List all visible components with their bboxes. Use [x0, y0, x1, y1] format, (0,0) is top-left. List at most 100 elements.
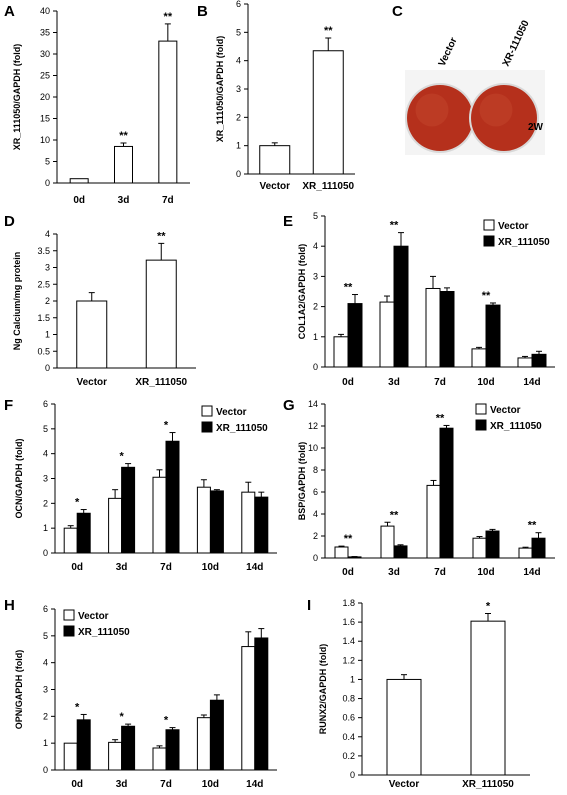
bar — [158, 40, 178, 184]
x-tick-label: 14d — [246, 779, 263, 790]
legend-label: XR_111050 — [498, 237, 550, 248]
significance-mark: * — [164, 715, 169, 727]
significance-mark: ** — [482, 290, 491, 302]
significance-mark: * — [75, 701, 80, 713]
y-tick-label: 2.5 — [37, 279, 50, 289]
y-axis-label: OCN/GAPDH (fold) — [14, 439, 24, 519]
y-tick-label: 1 — [43, 738, 48, 748]
bar — [531, 353, 547, 368]
panel-e: E 0 1 2 3 4 5 COL1A2/GAPDH (fold) 0d ** 3d ** 7d 10d *… — [283, 211, 555, 388]
y-tick-label: 0.2 — [342, 751, 355, 761]
bar — [209, 490, 224, 554]
bar — [76, 719, 91, 771]
timepoint-label: 2W — [528, 122, 544, 133]
y-tick-label: 12 — [308, 421, 318, 431]
x-tick-label: 0d — [342, 567, 354, 578]
legend-swatch — [63, 625, 75, 637]
legend-swatch — [475, 419, 487, 431]
y-tick-label: 1.5 — [37, 313, 50, 323]
y-axis-label: OPN/GAPDH (fold) — [14, 650, 24, 730]
significance-mark: ** — [324, 25, 333, 37]
y-tick-label: 5 — [45, 157, 50, 167]
x-tick-label: Vector — [259, 181, 290, 192]
well-label: Vector — [437, 36, 460, 68]
y-tick-label: 6 — [43, 604, 48, 614]
bar — [76, 300, 108, 369]
y-tick-label: 5 — [43, 631, 48, 641]
x-tick-label: XR_111050 — [302, 181, 354, 192]
y-tick-label: 1 — [236, 141, 241, 151]
x-tick-label: 10d — [202, 562, 219, 573]
bar — [485, 304, 501, 368]
bar — [259, 145, 291, 175]
legend-swatch — [63, 609, 75, 621]
significance-mark: ** — [119, 130, 128, 142]
bar — [196, 717, 211, 771]
bar — [209, 699, 224, 771]
legend-label: Vector — [78, 611, 109, 622]
y-tick-label: 5 — [313, 211, 318, 221]
panel-letter: F — [4, 397, 13, 414]
bar — [241, 491, 256, 554]
panel-letter: G — [283, 397, 295, 414]
y-tick-label: 15 — [40, 114, 50, 124]
bar — [386, 678, 422, 776]
y-tick-label: 3.5 — [37, 246, 50, 256]
stain-highlight — [479, 93, 513, 127]
y-axis-label: Ng Calcium/mg protein — [12, 252, 22, 351]
y-axis-label: COL1A2/GAPDH (fold) — [297, 244, 307, 340]
legend-label: XR_111050 — [216, 423, 268, 434]
y-tick-label: 0 — [45, 178, 50, 188]
x-tick-label: 7d — [160, 779, 172, 790]
x-tick-label: 14d — [523, 567, 540, 578]
y-tick-label: 25 — [40, 71, 50, 81]
bar — [69, 178, 89, 184]
y-tick-label: 2 — [43, 498, 48, 508]
x-tick-label: 7d — [434, 567, 446, 578]
y-tick-label: 2 — [45, 296, 50, 306]
legend-label: XR_111050 — [78, 627, 130, 638]
x-tick-label: XR_111050 — [135, 377, 187, 388]
x-tick-label: 14d — [523, 377, 540, 388]
y-tick-label: 0.4 — [342, 732, 355, 742]
bar — [63, 527, 78, 554]
legend-swatch — [201, 405, 213, 417]
x-tick-label: 3d — [116, 779, 128, 790]
x-tick-label: 0d — [342, 377, 354, 388]
panel-c: C Vector XR-111050 2W — [392, 3, 545, 155]
y-tick-label: 4 — [43, 449, 48, 459]
x-tick-label: XR_111050 — [462, 779, 514, 790]
y-tick-label: 2 — [43, 711, 48, 721]
legend-label: Vector — [498, 221, 529, 232]
x-tick-label: 10d — [202, 779, 219, 790]
y-tick-label: 6 — [236, 0, 241, 9]
bar — [333, 336, 349, 368]
y-tick-label: 4 — [313, 241, 318, 251]
x-tick-label: 0d — [73, 195, 85, 206]
panel-letter: E — [283, 213, 293, 230]
y-tick-label: 8 — [313, 465, 318, 475]
y-tick-label: 0.8 — [342, 694, 355, 704]
y-tick-label: 1.4 — [342, 636, 355, 646]
y-tick-label: 5 — [43, 424, 48, 434]
panel-letter: H — [4, 597, 15, 614]
significance-mark: ** — [528, 520, 537, 532]
legend-swatch — [483, 219, 495, 231]
y-axis-label: XR_111050/GAPDH (fold) — [215, 36, 225, 143]
y-tick-label: 1 — [313, 332, 318, 342]
y-tick-label: 4 — [43, 658, 48, 668]
significance-mark: * — [486, 601, 491, 613]
x-tick-label: 7d — [160, 562, 172, 573]
x-tick-label: 3d — [388, 377, 400, 388]
bar — [241, 646, 256, 771]
significance-mark: * — [119, 451, 124, 463]
bar — [471, 348, 487, 368]
legend-label: Vector — [490, 405, 521, 416]
bar — [121, 725, 136, 771]
stain-highlight — [415, 93, 449, 127]
panel-b: B 0 1 2 3 4 5 6 XR_111050/GAPDH (fold) Vector XR_1… — [197, 0, 355, 192]
x-tick-label: 3d — [116, 562, 128, 573]
y-tick-label: 0 — [43, 765, 48, 775]
y-tick-label: 1.8 — [342, 598, 355, 608]
